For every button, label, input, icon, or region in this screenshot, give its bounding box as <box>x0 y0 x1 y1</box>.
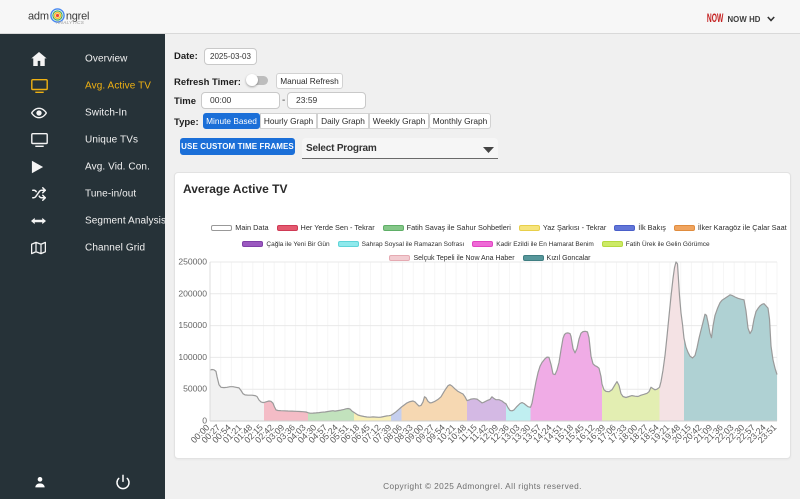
svg-text:150000: 150000 <box>178 320 207 330</box>
svg-text:100000: 100000 <box>178 352 207 362</box>
svg-text:250000: 250000 <box>178 257 207 267</box>
svg-text:200000: 200000 <box>178 288 207 298</box>
svg-text:0: 0 <box>202 416 207 426</box>
svg-text:50000: 50000 <box>183 384 207 394</box>
